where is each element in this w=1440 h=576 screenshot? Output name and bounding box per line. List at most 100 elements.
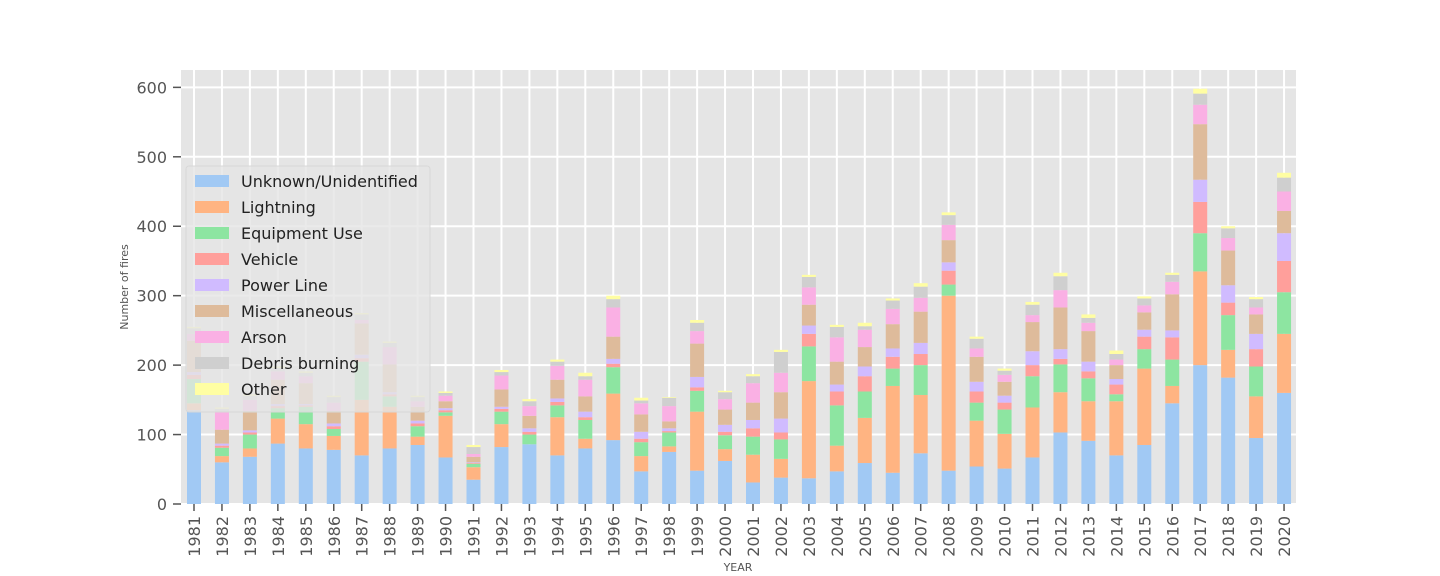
legend-label: Arson <box>241 328 287 347</box>
bar-segment <box>550 401 565 406</box>
bar-segment <box>494 372 509 376</box>
legend-label: Vehicle <box>241 250 298 269</box>
bar-segment <box>494 369 509 373</box>
bar-segment <box>913 311 928 343</box>
y-axis: 0 100 200 300 400 500 600 <box>136 78 181 514</box>
bar-segment <box>1193 124 1208 180</box>
bar-segment <box>606 363 621 368</box>
legend-label: Lightning <box>241 198 316 217</box>
bar-segment <box>1109 394 1124 402</box>
bar-segment <box>1053 272 1068 277</box>
bar-segment <box>214 456 229 463</box>
bar-segment <box>1221 250 1236 286</box>
bar-segment <box>466 463 481 464</box>
bar-segment <box>578 419 593 439</box>
bar-segment <box>466 454 481 457</box>
bar-segment <box>550 405 565 418</box>
bar-segment <box>801 333 816 347</box>
bar-segment <box>1249 438 1264 504</box>
bar-segment <box>662 451 677 504</box>
x-tick-label: 2000 <box>716 516 735 557</box>
y-tick-label: 600 <box>136 78 167 97</box>
bar-segment <box>773 392 788 419</box>
bar-segment <box>941 240 956 263</box>
bar-segment <box>718 431 733 436</box>
bar-segment <box>522 431 537 435</box>
bar-segment <box>242 430 257 433</box>
bar-segment <box>801 304 816 326</box>
bar-segment <box>214 429 229 444</box>
bar-segment <box>1025 407 1040 458</box>
bar-segment <box>746 428 760 437</box>
x-tick-label: 1994 <box>548 516 567 557</box>
bar-segment <box>494 375 509 390</box>
bar-segment <box>466 456 481 463</box>
bar-segment <box>438 412 453 416</box>
bar-segment <box>494 424 509 448</box>
bar-segment <box>494 389 509 407</box>
bar-segment <box>606 336 621 359</box>
bar-segment <box>857 366 872 377</box>
bar-segment <box>1025 322 1040 352</box>
bar-segment <box>1081 378 1096 402</box>
bar-segment <box>885 324 900 349</box>
bar-segment <box>690 322 705 332</box>
bar-segment <box>1221 349 1236 378</box>
bar-segment <box>801 478 816 504</box>
bar-segment <box>773 432 788 440</box>
bar-segment <box>1109 401 1124 456</box>
bar-segment <box>662 421 677 429</box>
bar-segment <box>187 410 201 504</box>
bar-segment <box>634 442 649 457</box>
legend-swatch <box>195 357 229 369</box>
x-tick-label: 1985 <box>297 516 316 557</box>
bar-segment <box>969 348 984 357</box>
x-tick-label: 1988 <box>381 516 400 557</box>
bar-segment <box>606 295 621 300</box>
bar-segment <box>662 432 677 447</box>
bar-segment <box>522 399 537 402</box>
bar-segment <box>410 420 425 424</box>
bar-segment <box>270 418 285 444</box>
bar-segment <box>606 307 621 337</box>
bar-segment <box>578 376 593 380</box>
x-tick-label: 1991 <box>465 516 484 557</box>
bar-segment <box>997 433 1012 469</box>
legend-swatch <box>195 253 229 265</box>
x-tick-label: 2015 <box>1135 516 1154 557</box>
bar-segment <box>941 295 956 471</box>
bar-segment <box>969 420 984 467</box>
bar-segment <box>1053 432 1068 504</box>
bar-segment <box>690 387 705 391</box>
bar-segment <box>690 319 705 323</box>
x-tick-label: 2004 <box>828 516 847 557</box>
bar-segment <box>466 467 481 480</box>
bar-segment <box>997 381 1012 396</box>
bar-segment <box>1137 444 1152 504</box>
x-tick-label: 2006 <box>884 516 903 557</box>
bar-segment <box>857 347 872 367</box>
bar-segment <box>857 322 872 327</box>
x-tick-label: 2019 <box>1247 516 1266 557</box>
bar-segment <box>857 417 872 464</box>
bar-segment <box>773 418 788 433</box>
bar-segment <box>578 379 593 397</box>
bar-segment <box>1053 307 1068 350</box>
bar-segment <box>1109 455 1124 504</box>
bar-segment <box>1165 403 1180 504</box>
bar-segment <box>801 325 816 334</box>
bar-segment <box>969 402 984 421</box>
bar-segment <box>1193 104 1208 125</box>
bar-segment <box>494 406 509 409</box>
bar-segment <box>829 445 844 472</box>
bar-segment <box>1081 401 1096 441</box>
bar-segment <box>1137 312 1152 330</box>
bar-segment <box>1081 314 1096 318</box>
bar-segment <box>913 342 928 355</box>
bar-segment <box>969 466 984 504</box>
bar-segment <box>801 381 816 479</box>
bar-segment <box>438 410 453 413</box>
bar-segment <box>1277 260 1292 293</box>
bar-segment <box>1277 392 1292 504</box>
bar-segment <box>997 368 1012 371</box>
